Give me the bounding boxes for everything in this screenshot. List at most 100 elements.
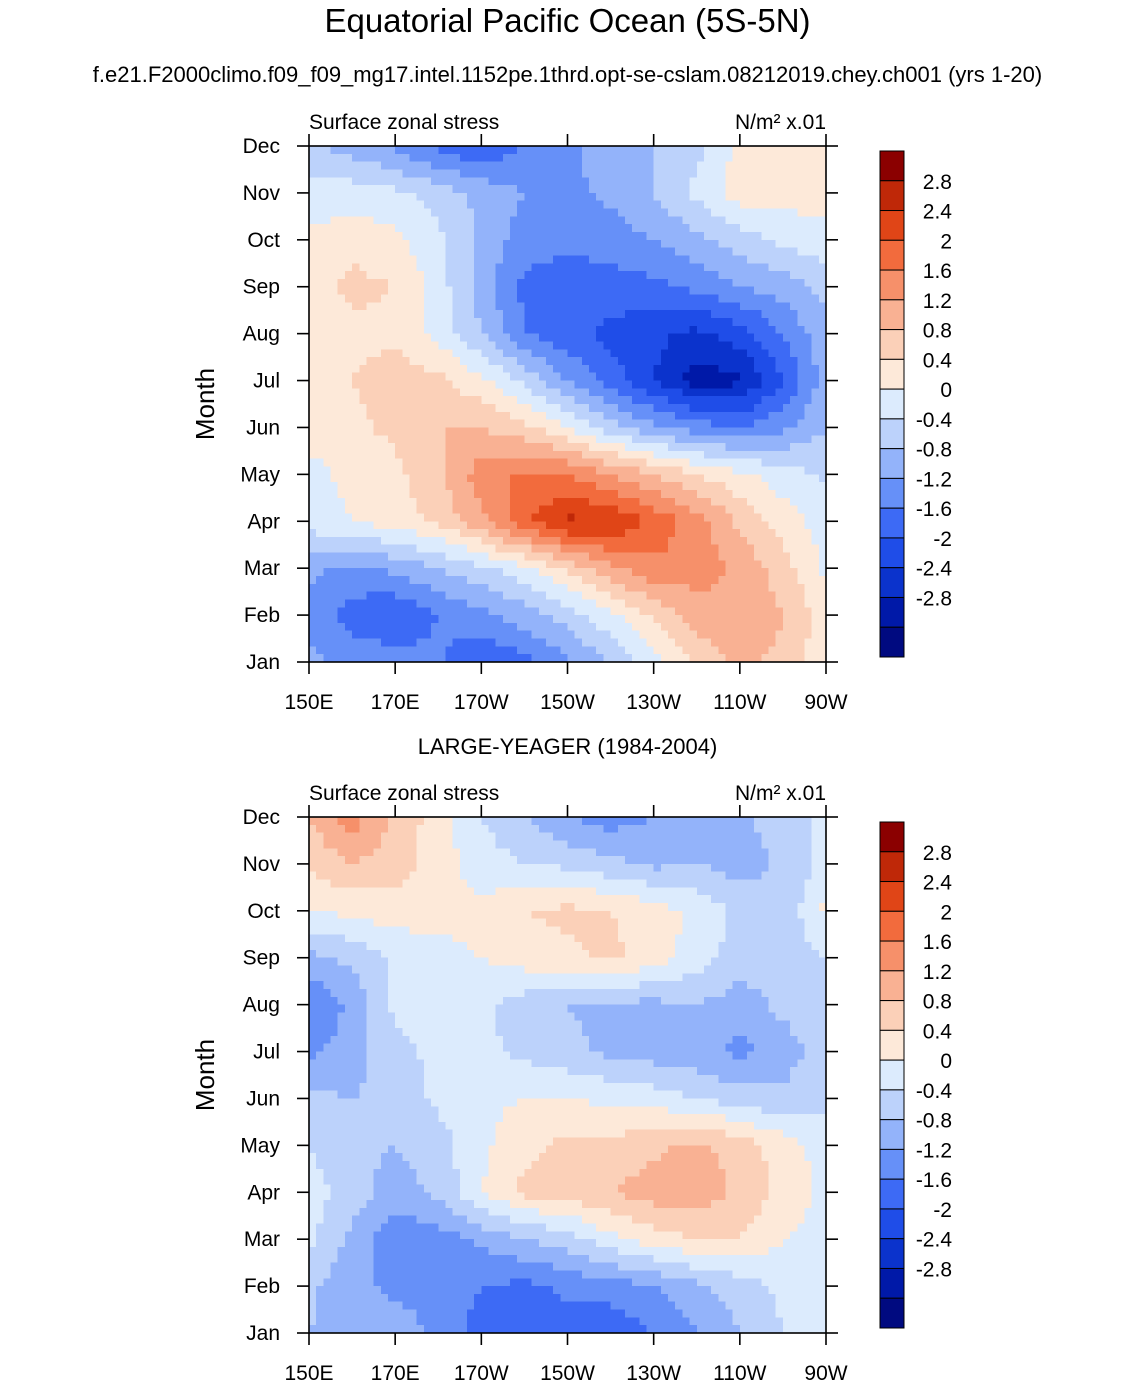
- contour-cell: [466, 396, 475, 405]
- contour-cell: [581, 654, 590, 663]
- contour-cell: [804, 591, 813, 601]
- contour-cell: [459, 192, 468, 202]
- contour-cell: [538, 302, 547, 311]
- contour-cell: [639, 576, 648, 585]
- contour-cell: [330, 490, 339, 499]
- colorbar-box: [879, 477, 905, 509]
- contour-cell: [682, 622, 691, 632]
- contour-cell: [510, 497, 518, 507]
- contour-cell: [373, 607, 382, 616]
- contour-cell: [524, 325, 533, 335]
- contour-cell: [574, 364, 583, 374]
- contour-cell: [474, 411, 482, 421]
- contour-cell: [732, 474, 741, 483]
- contour-cell: [481, 630, 490, 640]
- contour-cell: [459, 411, 468, 421]
- contour-cell: [323, 146, 332, 155]
- contour-cell: [646, 513, 655, 522]
- contour-cell: [488, 497, 497, 507]
- contour-cell: [395, 591, 403, 601]
- contour-cell: [797, 232, 806, 241]
- contour-cell: [538, 466, 547, 475]
- contour-cell: [438, 216, 447, 225]
- contour-cell: [653, 654, 662, 663]
- contour-cell: [359, 435, 368, 444]
- contour-cell: [761, 200, 770, 210]
- contour-cell: [711, 271, 719, 280]
- contour-cell: [574, 271, 583, 280]
- contour-cell: [617, 824, 626, 834]
- contour-cell: [481, 560, 490, 569]
- contour-cell: [617, 450, 626, 460]
- contour-cell: [739, 544, 748, 554]
- contour-cell: [718, 513, 727, 522]
- contour-cell: [359, 646, 368, 655]
- contour-cell: [466, 404, 475, 413]
- contour-cell: [790, 185, 798, 194]
- contour-cell: [560, 271, 569, 280]
- contour-cell: [352, 427, 360, 436]
- contour-cell: [754, 310, 762, 319]
- contour-cell: [373, 466, 382, 475]
- contour-cell: [352, 536, 360, 546]
- contour-cell: [395, 224, 403, 233]
- contour-cell: [531, 646, 540, 655]
- contour-cell: [668, 568, 676, 577]
- contour-cell: [309, 552, 317, 561]
- contour-cell: [538, 482, 547, 491]
- contour-cell: [466, 325, 475, 335]
- contour-cell: [445, 824, 454, 834]
- contour-cell: [739, 177, 748, 186]
- contour-cell: [502, 513, 511, 522]
- contour-cell: [359, 458, 368, 468]
- contour-cell: [718, 192, 727, 202]
- contour-cell: [380, 458, 389, 468]
- colorbar-label: 0: [940, 379, 952, 402]
- contour-cell: [782, 232, 791, 241]
- contour-cell: [309, 325, 317, 335]
- contour-cell: [553, 458, 561, 468]
- contour-cell: [797, 208, 806, 217]
- contour-cell: [323, 333, 332, 343]
- contour-cell: [459, 239, 468, 249]
- contour-cell: [344, 443, 353, 452]
- contour-cell: [538, 161, 547, 171]
- contour-cell: [711, 583, 719, 593]
- contour-cell: [632, 364, 640, 374]
- contour-cell: [423, 357, 432, 366]
- contour-cell: [323, 177, 332, 186]
- contour-cell: [703, 521, 712, 530]
- contour-cell: [682, 177, 691, 186]
- contour-cell: [639, 615, 648, 624]
- contour-cell: [531, 161, 540, 171]
- contour-cell: [337, 271, 346, 280]
- contour-cell: [502, 372, 511, 382]
- contour-cell: [416, 333, 425, 343]
- contour-cell: [309, 427, 317, 436]
- contour-cell: [466, 458, 475, 468]
- contour-cell: [474, 185, 482, 194]
- contour-cell: [646, 505, 655, 515]
- contour-cell: [797, 388, 806, 397]
- contour-cell: [639, 505, 648, 515]
- contour-cell: [459, 333, 468, 343]
- contour-cell: [675, 443, 683, 452]
- contour-cell: [624, 232, 633, 241]
- contour-cell: [481, 232, 490, 241]
- contour-cell: [553, 607, 561, 616]
- colorbar-label: -0.4: [916, 409, 953, 432]
- contour-cell: [739, 411, 748, 421]
- contour-cell: [739, 505, 748, 515]
- contour-cell: [761, 325, 770, 335]
- contour-cell: [689, 544, 698, 554]
- contour-cell: [459, 372, 468, 382]
- contour-cell: [668, 208, 676, 217]
- contour-cell: [474, 192, 482, 202]
- contour-cell: [696, 161, 705, 171]
- contour-cell: [416, 341, 425, 350]
- contour-cell: [481, 646, 490, 655]
- contour-cell: [768, 497, 777, 507]
- contour-cell: [804, 560, 813, 569]
- contour-cell: [560, 505, 569, 515]
- contour-cell: [344, 482, 353, 491]
